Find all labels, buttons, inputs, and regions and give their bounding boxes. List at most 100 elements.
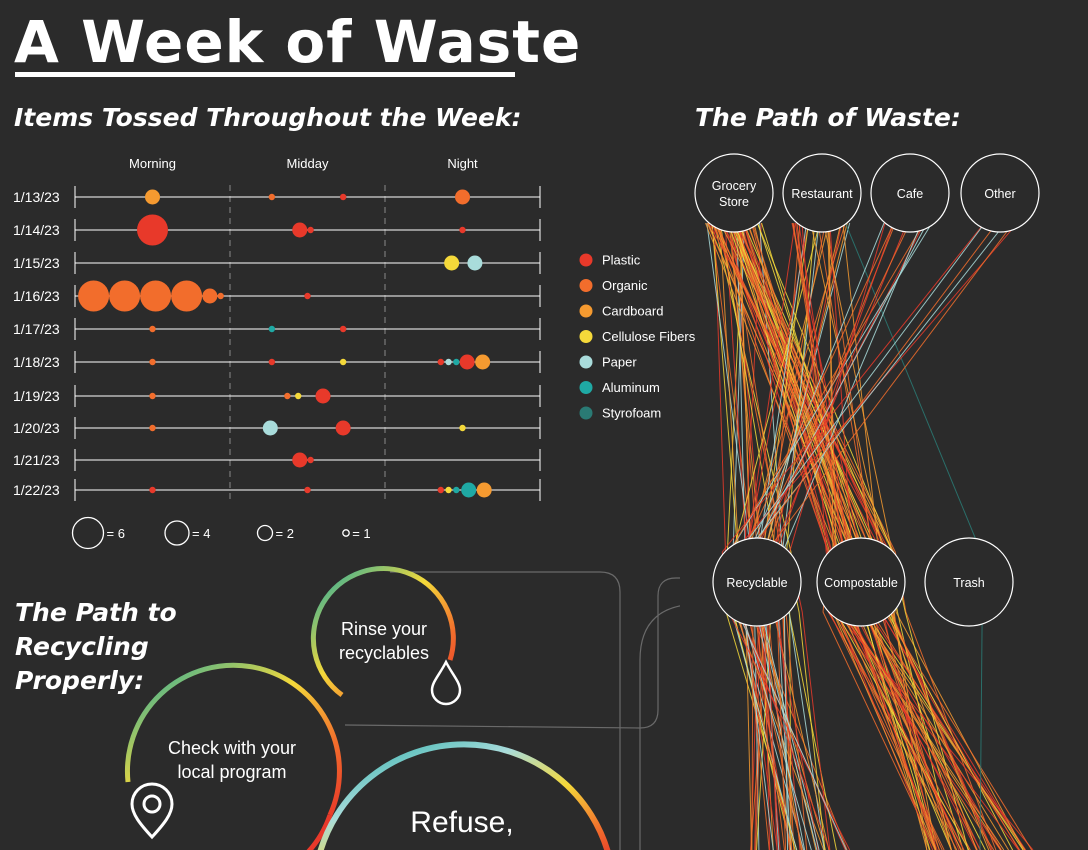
step-rinse-label-2: recyclables — [339, 643, 429, 663]
destination-node-recyclable: Recyclable — [712, 537, 802, 627]
waste-item-point — [149, 325, 156, 333]
path-of-waste-title: The Path of Waste: — [695, 103, 961, 132]
destination-node-trash: Trash — [924, 537, 1014, 627]
step-check-label-1: Check with your — [168, 738, 296, 758]
legend-label: Plastic — [602, 253, 641, 268]
waste-item-point — [335, 420, 351, 436]
legend-swatch — [579, 355, 593, 369]
waste-item-point — [445, 358, 452, 366]
waste-item-point — [149, 392, 156, 400]
waste-item-point — [304, 486, 311, 494]
legend-swatch — [579, 381, 593, 394]
size-key-circle — [71, 516, 105, 550]
waste-item-point — [475, 354, 491, 370]
waste-item-point — [453, 486, 460, 494]
waste-item-point — [455, 189, 470, 205]
map-pin-icon — [130, 782, 174, 840]
waste-item-point — [459, 226, 466, 234]
waste-item-point — [315, 388, 331, 404]
path-of-waste-diagram: Grocery Store Restaurant Cafe Other Recyclabl… — [694, 153, 1040, 850]
column-label-midday: Midday — [287, 156, 329, 171]
day-label: 1/14/23 — [13, 222, 60, 238]
waste-item-point — [461, 482, 477, 498]
source-node-label: Store — [719, 195, 749, 209]
destination-node-label: Compostable — [824, 576, 898, 590]
waste-item-point — [467, 255, 483, 271]
source-node-other: Other — [960, 153, 1040, 233]
size-key-circle — [342, 529, 350, 537]
legend-label: Styrofoam — [602, 406, 661, 421]
items-tossed-chart: Morning Midday Night 1/13/23 1/14/23 1/15/23… — [13, 156, 696, 550]
column-label-night: Night — [447, 156, 478, 171]
waste-item-point — [459, 424, 466, 432]
source-node-label: Cafe — [897, 187, 923, 201]
waste-item-point — [149, 424, 156, 432]
waste-item-point — [149, 358, 156, 366]
waste-item-point — [307, 226, 314, 234]
day-label: 1/19/23 — [13, 388, 60, 404]
waste-item-point — [292, 452, 308, 468]
waste-item-point — [140, 280, 172, 312]
day-label: 1/17/23 — [13, 321, 60, 337]
size-key-label: = 6 — [107, 526, 125, 541]
waste-item-point — [268, 325, 276, 333]
waste-item-point — [284, 392, 291, 400]
day-label: 1/16/23 — [13, 288, 60, 304]
waste-item-point — [339, 325, 347, 333]
waste-item-point — [339, 358, 347, 366]
waste-item-point — [145, 189, 160, 205]
waste-item-point — [339, 193, 347, 201]
legend-swatch — [579, 330, 593, 343]
path-to-recycling-title: The Path to Recycling Properly: — [15, 598, 177, 695]
legend-swatch — [579, 253, 593, 267]
day-label: 1/18/23 — [13, 354, 60, 370]
waste-item-point — [268, 358, 276, 366]
waste-item-point — [437, 486, 444, 494]
waste-item-point — [437, 358, 444, 366]
waste-item-point — [453, 358, 460, 366]
waste-item-point — [304, 292, 311, 300]
water-drop-icon — [430, 659, 462, 706]
items-tossed-title: Items Tossed Throughout the Week: — [14, 103, 522, 132]
column-label-morning: Morning — [129, 156, 176, 171]
legend-label: Cardboard — [602, 304, 663, 319]
waste-item-point — [78, 280, 110, 312]
waste-item-point — [202, 288, 218, 304]
size-key-label: = 1 — [352, 526, 370, 541]
source-node-grocery-store: Grocery Store — [694, 153, 774, 233]
size-key-circle — [256, 524, 274, 542]
step-check-program: Check with your local program — [124, 662, 342, 850]
legend-label: Paper — [602, 355, 637, 370]
destination-node-label: Trash — [953, 576, 985, 590]
day-label: 1/21/23 — [13, 452, 60, 468]
day-label: 1/22/23 — [13, 482, 60, 498]
destination-node-label: Recyclable — [726, 576, 787, 590]
size-key-label: = 2 — [276, 526, 294, 541]
page-title: A Week of Waste — [14, 8, 582, 76]
size-key-label: = 4 — [192, 526, 210, 541]
waste-item-point — [445, 486, 452, 494]
waste-item-point — [268, 193, 276, 201]
legend-label: Cellulose Fibers — [602, 329, 696, 344]
legend-label: Aluminum — [602, 380, 660, 395]
waste-item-point — [476, 482, 492, 498]
step-refuse-label: Refuse, — [410, 806, 513, 839]
step-rinse-label-1: Rinse your — [341, 619, 427, 639]
waste-item-point — [307, 456, 314, 464]
step-rinse: Rinse your recyclables — [310, 566, 462, 706]
legend-swatch — [579, 406, 593, 420]
size-key-circle — [164, 520, 190, 546]
waste-item-point — [292, 222, 308, 238]
recycling-steps: Rinse your recyclables Check with your l… — [124, 566, 680, 850]
waste-item-point — [295, 392, 302, 400]
source-node-cafe: Cafe — [870, 153, 950, 233]
day-label: 1/20/23 — [13, 420, 60, 436]
day-label: 1/13/23 — [13, 189, 60, 205]
source-node-label: Restaurant — [791, 187, 853, 201]
legend-swatch — [579, 304, 593, 318]
destination-node-compostable: Compostable — [816, 537, 906, 627]
waste-item-point — [137, 214, 168, 246]
waste-item-point — [149, 486, 156, 494]
source-node-label: Grocery — [712, 179, 757, 193]
step-connectors — [344, 571, 680, 850]
